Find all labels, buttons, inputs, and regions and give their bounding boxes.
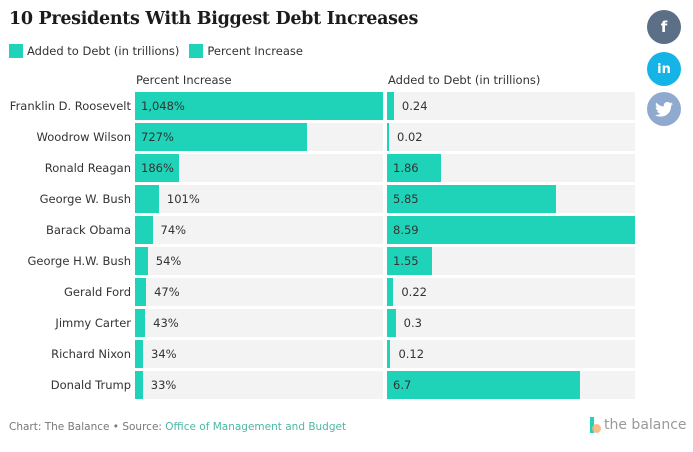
row-label: Gerald Ford (64, 285, 131, 299)
debt-value-label: 5.85 (393, 192, 419, 206)
row-label: Richard Nixon (51, 347, 131, 361)
linkedin-share-button[interactable]: in (647, 52, 681, 86)
percent-bar-track: 47% (135, 278, 383, 306)
percent-bar (135, 278, 147, 306)
row-label: Barack Obama (46, 223, 131, 237)
percent-value-label: 727% (141, 130, 174, 144)
legend-item-debt: Added to Debt (in trillions) (9, 44, 179, 58)
source-link[interactable]: Office of Management and Budget (165, 421, 347, 433)
percent-bar-track: 43% (135, 309, 383, 337)
percent-bar (135, 340, 144, 368)
brand-mark-icon (590, 417, 601, 433)
debt-bar (387, 371, 581, 399)
debt-bar (387, 92, 394, 120)
debt-value-label: 0.12 (398, 347, 425, 361)
percent-value-label: 186% (141, 161, 174, 175)
debt-bar-track: 0.12 (387, 340, 635, 368)
row-label: Donald Trump (50, 378, 131, 392)
row-label: Franklin D. Roosevelt (9, 99, 131, 113)
row-label: George W. Bush (39, 192, 131, 206)
debt-bar-track: 1.55 (387, 247, 635, 275)
debt-bar-track: 5.85 (387, 185, 635, 213)
debt-bar-track: 8.59 (387, 216, 635, 244)
percent-bar-track: 54% (135, 247, 383, 275)
debt-value-label: 0.3 (403, 316, 422, 330)
percent-bar (135, 92, 383, 120)
percent-value-label: 54% (155, 254, 182, 268)
debt-bar (387, 309, 396, 337)
percent-bar-track: 33% (135, 371, 383, 399)
debt-value-label: 0.22 (401, 285, 427, 299)
legend-swatch (9, 44, 23, 58)
twitter-share-button[interactable] (647, 92, 681, 126)
brand-name: the balance (604, 417, 687, 433)
row-label: Jimmy Carter (55, 316, 131, 330)
percent-value-label: 34% (151, 347, 177, 361)
debt-bar-track: 0.22 (387, 278, 635, 306)
debt-value-label: 0.24 (401, 99, 428, 113)
percent-bar-track: 34% (135, 340, 383, 368)
row-label: George H.W. Bush (27, 254, 132, 268)
percent-bar (135, 216, 153, 244)
debt-bar (387, 123, 389, 151)
percent-bar (135, 309, 146, 337)
percent-value-label: 33% (150, 378, 177, 392)
percent-value-label: 101% (166, 192, 200, 206)
percent-bar (135, 185, 159, 213)
percent-bar (135, 154, 179, 182)
debt-bar-track: 1.86 (387, 154, 635, 182)
linkedin-icon: in (657, 61, 671, 77)
percent-value-label: 47% (154, 285, 180, 299)
footer-credit: Chart: The Balance • Source: (9, 421, 166, 433)
percent-bar (135, 247, 148, 275)
brand-logo: the balance (590, 417, 687, 433)
debt-value-label: 1.86 (393, 161, 419, 175)
legend-item-percent: Percent Increase (189, 44, 303, 58)
debt-bar (387, 247, 432, 275)
debt-bar (387, 154, 441, 182)
debt-bar-track: 0.02 (387, 123, 635, 151)
debt-value-label: 8.59 (393, 223, 419, 237)
legend: Added to Debt (in trillions) Percent Inc… (9, 44, 313, 58)
footer: Chart: The Balance • Source: Office of M… (9, 421, 346, 433)
percent-bar (135, 371, 143, 399)
debt-bar-track: 0.3 (387, 309, 635, 337)
percent-bar-track: 101% (135, 185, 383, 213)
percent-bar-track: 74% (135, 216, 383, 244)
debt-bar (387, 340, 391, 368)
chart-title: 10 Presidents With Biggest Debt Increase… (9, 9, 419, 29)
percent-bar-track: 186% (135, 154, 383, 182)
debt-bar (387, 216, 635, 244)
legend-label: Percent Increase (207, 44, 303, 58)
debt-bar-track: 0.24 (387, 92, 635, 120)
twitter-icon (655, 101, 673, 117)
percent-bar-track: 1,048% (135, 92, 383, 120)
facebook-share-button[interactable]: f (647, 10, 681, 44)
percent-value-label: 43% (153, 316, 179, 330)
percent-value-label: 1,048% (141, 99, 185, 113)
percent-value-label: 74% (160, 223, 187, 237)
debt-bar (387, 185, 556, 213)
debt-value-label: 6.7 (393, 378, 412, 392)
debt-value-label: 0.02 (397, 130, 423, 144)
percent-bar (135, 123, 308, 151)
percent-bar-track: 727% (135, 123, 383, 151)
legend-swatch (189, 44, 204, 58)
debt-bar-track: 6.7 (387, 371, 635, 399)
debt-panel-title: Added to Debt (in trillions) (388, 73, 541, 87)
facebook-icon: f (660, 18, 668, 36)
percent-panel-title: Percent Increase (136, 73, 232, 87)
row-label: Woodrow Wilson (36, 130, 131, 144)
legend-label: Added to Debt (in trillions) (27, 44, 180, 58)
debt-value-label: 1.55 (393, 254, 419, 268)
row-label: Ronald Reagan (44, 161, 131, 175)
debt-bar (387, 278, 394, 306)
